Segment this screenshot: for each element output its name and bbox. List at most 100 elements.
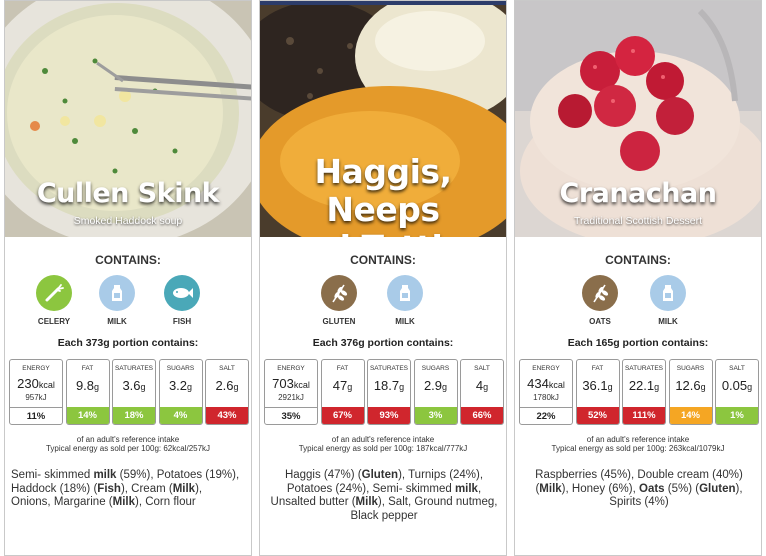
nutrient-percent: 3% xyxy=(414,407,457,424)
portion-size: Each 373g portion contains: xyxy=(57,337,199,349)
energy-kj: 957kJ xyxy=(25,393,47,402)
nutrient-value: 3.6 xyxy=(122,378,141,393)
nutrient-unit: g xyxy=(442,382,448,392)
saturates-box: SATURATES 18.7g 93% xyxy=(367,359,411,425)
nutrient-label: FAT xyxy=(81,365,94,372)
dish-title-line1: Haggis, Neeps xyxy=(314,152,452,229)
recipe-card-cranachan: Cranachan Traditional Scottish Dessert C… xyxy=(514,0,762,556)
energy-label: ENERGY xyxy=(22,365,50,372)
milk-icon xyxy=(650,275,686,311)
dish-photo: Cullen Skink Smoked Haddock soup xyxy=(5,1,251,237)
nutrition-table: ENERGY 230kcal 957kJ 11% FAT 9.8g 14% SA… xyxy=(9,359,249,425)
energy-kj: 1780kJ xyxy=(533,393,559,402)
allergen-fish: FISH xyxy=(161,275,203,326)
nutrient-unit: g xyxy=(654,382,660,392)
energy-percent: 35% xyxy=(265,407,317,424)
allergen-label: FISH xyxy=(172,317,192,326)
nutrient-unit: g xyxy=(187,382,193,392)
nutrient-label: SALT xyxy=(729,365,745,372)
fat-box: FAT 47g 67% xyxy=(320,359,365,425)
nutrient-value: 9.8 xyxy=(75,378,95,393)
nutrient-unit: g xyxy=(94,382,100,392)
dish-subtitle: Smoked Haddock soup xyxy=(73,215,183,227)
allergen-label: MILK xyxy=(395,317,415,326)
nutrient-unit: g xyxy=(347,382,353,392)
reference-intake-note: of an adult's reference intake Typical e… xyxy=(5,435,251,453)
nutrition-table: ENERGY 703kcal 2921kJ 35% FAT 47g 67% SA… xyxy=(264,359,504,425)
portion-size: Each 376g portion contains: xyxy=(312,337,454,349)
typical-energy: Typical energy as sold per 100g: 263kcal… xyxy=(551,444,725,453)
allergen-oats: OATS xyxy=(579,275,621,326)
nutrient-percent: 1% xyxy=(716,407,758,424)
nutrient-value: 18.7 xyxy=(373,378,400,393)
allergen-milk: MILK xyxy=(96,275,138,326)
salt-box: SALT 2.6g 43% xyxy=(205,359,249,425)
nutrient-label: FAT xyxy=(336,365,349,372)
dish-title: Haggis, Neeps and Tatties xyxy=(260,152,506,238)
saturates-box: SATURATES 3.6g 18% xyxy=(112,359,156,425)
nutrient-percent: 66% xyxy=(461,407,503,424)
milk-icon xyxy=(99,275,135,311)
nutrient-label: SALT xyxy=(219,365,235,372)
energy-kcal: 230 xyxy=(17,376,39,391)
nutrient-percent: 111% xyxy=(623,407,665,424)
energy-label: ENERGY xyxy=(277,365,305,372)
recipe-card-cullen-skink: Cullen Skink Smoked Haddock soup CONTAIN… xyxy=(4,0,252,556)
allergen-milk: MILK xyxy=(647,275,689,326)
allergen-label: MILK xyxy=(658,317,678,326)
reference-intake-label: of an adult's reference intake xyxy=(586,435,690,444)
nutrient-value: 47 xyxy=(332,378,348,393)
nutrient-label: SALT xyxy=(474,365,490,372)
allergen-label: MILK xyxy=(107,317,127,326)
nutrient-label: SUGARS xyxy=(676,365,705,372)
ingredients-list: Raspberries (45%), Double cream (40%) (M… xyxy=(535,469,743,508)
sugars-box: SUGARS 2.9g 3% xyxy=(413,359,458,425)
allergen-milk: MILK xyxy=(384,275,426,326)
sugars-box: SUGARS 12.6g 14% xyxy=(668,359,713,425)
energy-kcal: 434 xyxy=(527,376,549,391)
nutrient-unit: g xyxy=(747,382,753,392)
nutrient-value: 4 xyxy=(475,378,484,393)
nutrient-value: 0.05 xyxy=(721,378,748,393)
nutrient-unit: g xyxy=(140,382,146,392)
nutrient-value: 12.6 xyxy=(675,378,701,393)
recipe-card-haggis: Haggis, Neeps and Tatties CONTAINS: GLUT… xyxy=(259,0,507,556)
milk-icon xyxy=(387,275,423,311)
ingredients-list: Semi- skimmed milk (59%), Potatoes (19%)… xyxy=(11,469,240,508)
typical-energy: Typical energy as sold per 100g: 187kcal… xyxy=(298,444,468,453)
allergen-label: GLUTEN xyxy=(322,317,356,326)
reference-intake-label: of an adult's reference intake xyxy=(331,435,435,444)
energy-box: ENERGY 230kcal 957kJ 11% xyxy=(9,359,63,425)
reference-intake-label: of an adult's reference intake xyxy=(76,435,180,444)
salt-box: SALT 0.05g 1% xyxy=(715,359,759,425)
reference-intake-note: of an adult's reference intake Typical e… xyxy=(260,435,506,453)
saturates-box: SATURATES 22.1g 111% xyxy=(622,359,666,425)
energy-box: ENERGY 434kcal 1780kJ 22% xyxy=(519,359,573,425)
nutrient-percent: 18% xyxy=(113,407,155,424)
ingredients-list: Haggis (47%) (Gluten), Turnips (24%), Po… xyxy=(270,469,498,522)
energy-unit: kcal xyxy=(293,380,310,390)
nutrient-percent: 4% xyxy=(159,407,202,424)
dish-title: Cranachan xyxy=(559,178,717,209)
fat-box: FAT 9.8g 14% xyxy=(65,359,110,425)
dish-photo: Haggis, Neeps and Tatties xyxy=(260,1,506,237)
reference-intake-note: of an adult's reference intake Typical e… xyxy=(515,435,761,453)
nutrient-percent: 93% xyxy=(368,407,410,424)
nutrient-unit: g xyxy=(483,382,489,392)
nutrient-label: SATURATES xyxy=(369,365,409,372)
nutrient-value: 2.9 xyxy=(423,378,443,393)
dish-subtitle: Traditional Scottish Dessert xyxy=(574,215,702,227)
fish-icon xyxy=(164,275,200,311)
wheat-icon xyxy=(321,275,357,311)
nutrient-label: FAT xyxy=(591,365,604,372)
dish-photo: Cranachan Traditional Scottish Dessert xyxy=(515,1,761,237)
typical-energy: Typical energy as sold per 100g: 62kcal/… xyxy=(45,444,211,453)
energy-kcal: 703 xyxy=(272,376,294,391)
energy-box: ENERGY 703kcal 2921kJ 35% xyxy=(264,359,318,425)
energy-unit: kcal xyxy=(38,380,55,390)
allergen-label: OATS xyxy=(589,317,611,326)
nutrient-unit: g xyxy=(233,382,239,392)
dish-title-line2: and Tatties xyxy=(260,229,506,238)
nutrition-table: ENERGY 434kcal 1780kJ 22% FAT 36.1g 52% … xyxy=(519,359,759,425)
nutrient-label: SUGARS xyxy=(166,365,195,372)
